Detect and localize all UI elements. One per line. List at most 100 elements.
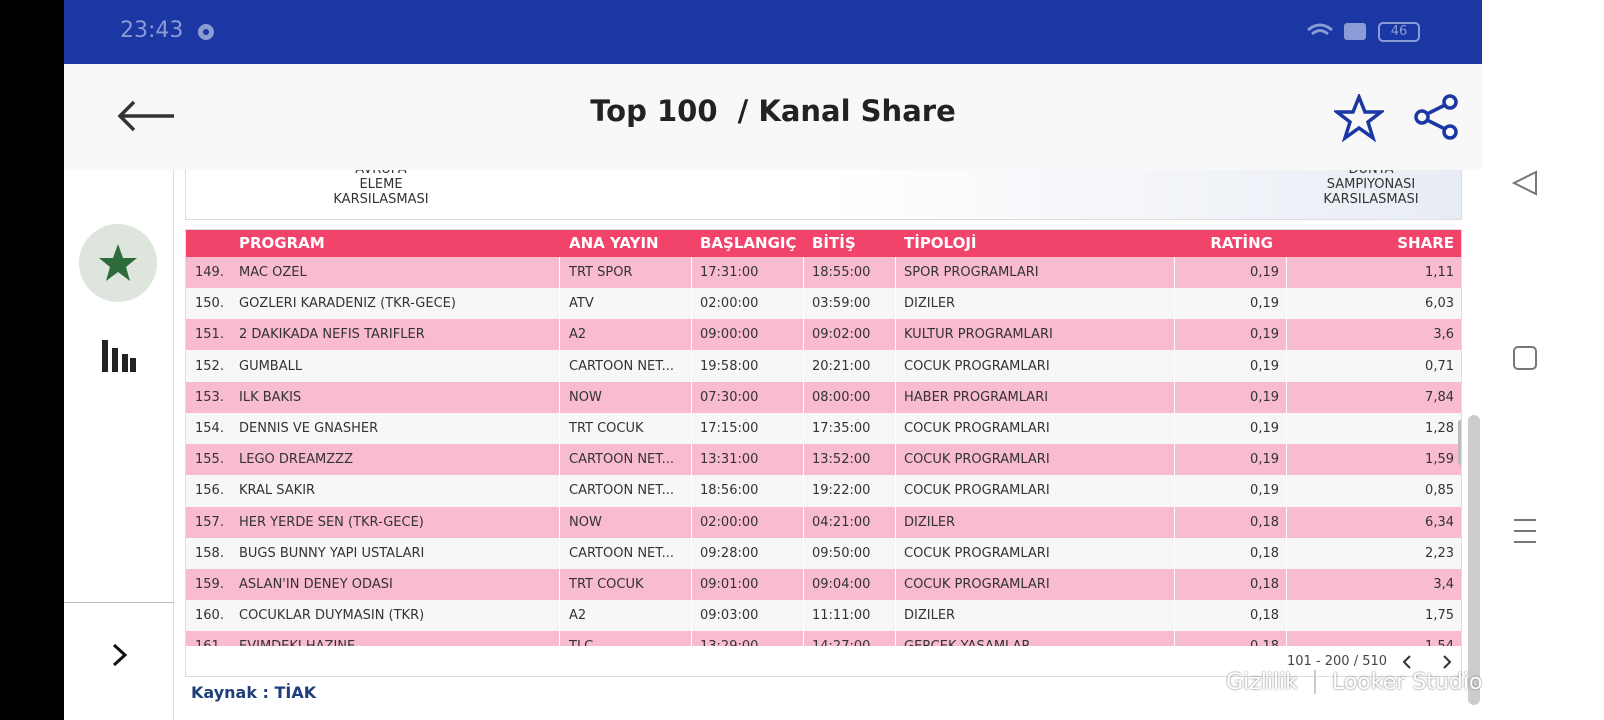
cell-divider xyxy=(559,257,560,288)
cell-divider xyxy=(895,600,896,632)
table-cell: 1,54 xyxy=(1425,631,1454,646)
system-nav xyxy=(1511,170,1537,543)
cell-divider xyxy=(895,444,896,476)
table-cell: 0,19 xyxy=(1250,265,1279,280)
app-header: Top 100 / Kanal Share xyxy=(64,64,1482,170)
expand-button[interactable] xyxy=(110,642,130,668)
table-cell: A2 xyxy=(569,327,587,343)
table-cell: A2 xyxy=(569,608,587,624)
table-cell: COCUK PROGRAMLARI xyxy=(904,358,1050,374)
table-cell: 0,85 xyxy=(1425,483,1454,499)
column-header: TİPOLOJİ xyxy=(904,234,977,252)
table-cell: 149. xyxy=(195,265,224,280)
table-cell: 02:00:00 xyxy=(700,514,759,530)
banner: AVRUPAELEMEKARSILASMASI DUNYASAMPIYONASI… xyxy=(185,170,1462,220)
table-cell: 08:00:00 xyxy=(812,389,871,405)
table-cell: DIZILER xyxy=(904,608,956,624)
table-cell: 09:50:00 xyxy=(812,545,871,561)
privacy-link[interactable]: Gizlilik xyxy=(1226,670,1298,695)
cell-divider xyxy=(691,257,692,288)
cell-divider xyxy=(895,319,896,351)
cell-divider xyxy=(1174,381,1175,413)
table-cell: 03:59:00 xyxy=(812,296,871,312)
time: 23:43 xyxy=(120,18,184,43)
favorites-tab[interactable] xyxy=(79,224,157,302)
cell-divider xyxy=(691,350,692,382)
table-cell: TLC xyxy=(569,631,593,646)
table-row: 160. COCUKLAR DUYMASIN (TKR) A2 09:03:00 11:… xyxy=(186,600,1461,632)
page-nav[interactable] xyxy=(1398,653,1458,671)
status-bar: 23:43 46 xyxy=(64,0,1482,64)
table-row: 150. GOZLERI KARADENIZ (TKR-GECE) ATV 02:00… xyxy=(186,288,1461,320)
table-cell: 18:56:00 xyxy=(700,483,759,499)
cell-divider xyxy=(803,600,804,632)
table-row: 154. DENNIS VE GNASHER TRT COCUK 17:15:00 17… xyxy=(186,413,1461,444)
cell-divider xyxy=(559,475,560,507)
cell-divider xyxy=(895,381,896,413)
table-cell: CARTOON NET... xyxy=(569,483,675,499)
table-cell: LEGO DREAMZZZ xyxy=(239,452,353,468)
table-cell: 0,18 xyxy=(1250,577,1279,592)
status-icons xyxy=(1307,23,1366,40)
cell-divider xyxy=(895,257,896,288)
cell-divider xyxy=(895,631,896,646)
table-cell: 155. xyxy=(195,452,224,468)
banner-text: ELEME xyxy=(359,177,403,192)
table-cell: 11:11:00 xyxy=(812,608,871,624)
table-cell: 0,18 xyxy=(1250,514,1279,530)
looker-link[interactable]: Looker Studio xyxy=(1332,670,1482,695)
table-row: 158. BUGS BUNNY YAPI USTALARI CARTOON NET.… xyxy=(186,537,1461,569)
cell-divider xyxy=(803,631,804,646)
cell-divider xyxy=(691,631,692,646)
cell-divider xyxy=(803,413,804,444)
table-cell: 0,19 xyxy=(1250,452,1279,468)
back-button[interactable] xyxy=(116,98,176,134)
cell-divider xyxy=(559,444,560,476)
table-cell: 150. xyxy=(195,296,224,312)
table-cell: 0,19 xyxy=(1250,358,1279,374)
column-header: ANA YAYIN xyxy=(569,234,659,252)
cell-divider xyxy=(1286,506,1287,538)
table-cell: 154. xyxy=(195,421,224,436)
cell-divider xyxy=(1174,350,1175,382)
column-header: SHARE xyxy=(1397,234,1454,252)
cell-divider xyxy=(559,537,560,569)
table-cell: 09:02:00 xyxy=(812,327,871,343)
column-header: RATİNG xyxy=(1210,234,1273,252)
table-cell: 153. xyxy=(195,389,224,405)
table-cell: 07:30:00 xyxy=(700,389,759,405)
banner-left: AVRUPAELEMEKARSILASMASI xyxy=(306,170,456,207)
cell-divider xyxy=(1174,537,1175,569)
cell-divider xyxy=(895,350,896,382)
banner-text: DUNYA xyxy=(1296,170,1446,177)
share-button[interactable] xyxy=(1414,94,1460,140)
sidebar xyxy=(64,170,174,720)
reports-tab[interactable] xyxy=(102,340,136,374)
table-cell: 02:00:00 xyxy=(700,296,759,312)
favorite-button[interactable] xyxy=(1334,94,1384,142)
cell-divider xyxy=(691,600,692,632)
cell-divider xyxy=(1286,631,1287,646)
table-row: 152. GUMBALL CARTOON NET... 19:58:00 20:21:0… xyxy=(186,350,1461,382)
table-cell: DIZILER xyxy=(904,514,956,530)
cell-divider xyxy=(895,537,896,569)
cell-divider xyxy=(559,506,560,538)
table-cell: GUMBALL xyxy=(239,358,303,374)
cell-divider xyxy=(1286,350,1287,382)
table-cell: 1,59 xyxy=(1425,452,1454,468)
cell-divider xyxy=(895,569,896,600)
table-cell: 20:21:00 xyxy=(812,358,871,374)
table-cell: CARTOON NET... xyxy=(569,452,675,468)
table-cell: 1,11 xyxy=(1425,265,1454,280)
table-cell: 2,23 xyxy=(1425,545,1454,561)
cell-divider xyxy=(1174,257,1175,288)
cell-divider xyxy=(691,475,692,507)
table-cell: COCUK PROGRAMLARI xyxy=(904,483,1050,499)
scrollbar xyxy=(1458,420,1461,465)
cell-divider xyxy=(559,569,560,600)
table-cell: 13:52:00 xyxy=(812,452,871,468)
cell-divider xyxy=(559,350,560,382)
table-cell: COCUK PROGRAMLARI xyxy=(904,545,1050,561)
banner-text: SAMPIYONASI xyxy=(1326,177,1416,192)
